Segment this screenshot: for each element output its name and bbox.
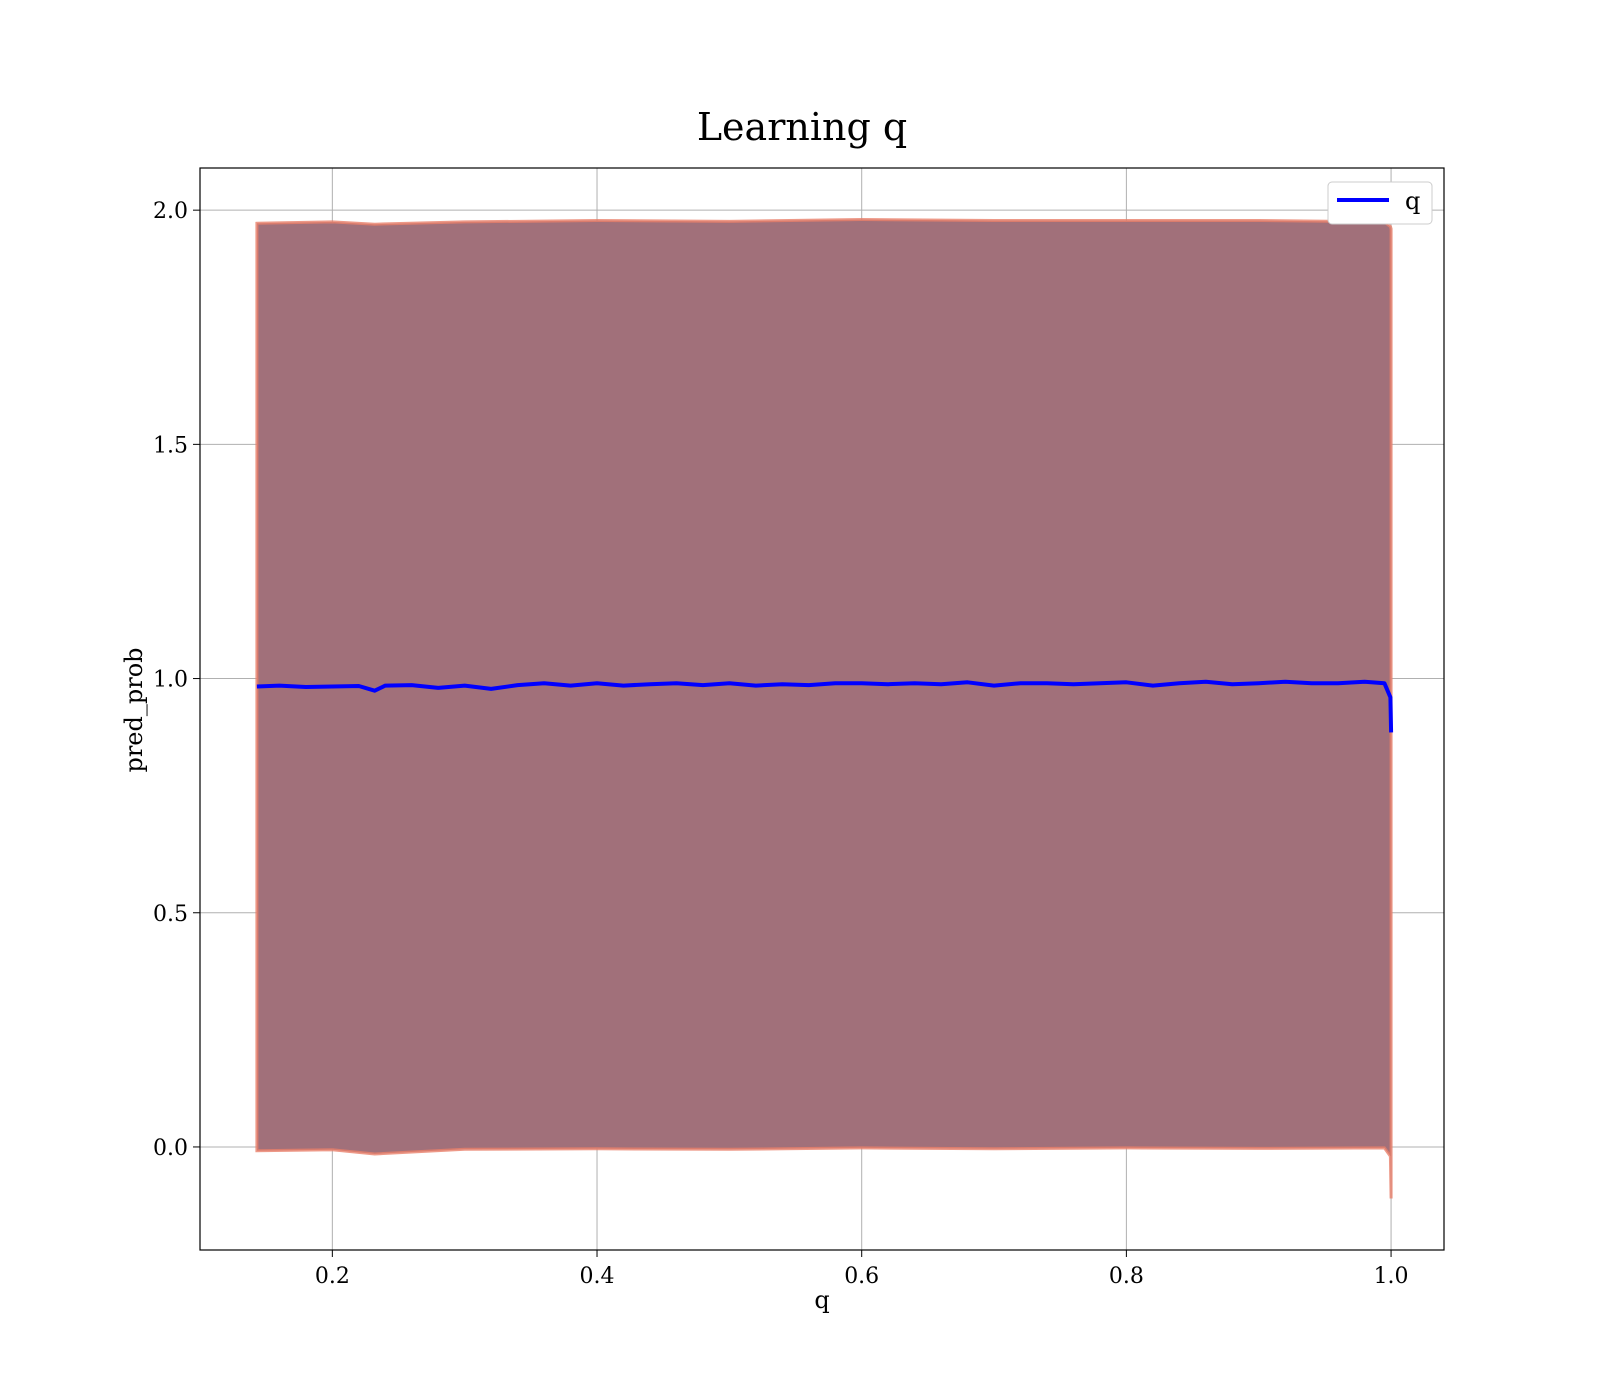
x-tick-label: 0.6 xyxy=(844,1264,879,1289)
x-ticks: 0.2 0.4 0.6 0.8 1.0 xyxy=(315,1250,1409,1289)
chart-title: Learning q xyxy=(697,105,907,149)
series-lines xyxy=(256,679,1394,733)
y-tick-label: 0.5 xyxy=(153,902,188,927)
legend-label-q: q xyxy=(1405,187,1420,215)
y-tick-label: 0.0 xyxy=(153,1136,188,1161)
x-tick-label: 0.2 xyxy=(315,1264,350,1289)
legend: q xyxy=(1327,181,1433,225)
x-axis-label: q xyxy=(814,1286,829,1314)
x-tick-label: 0.4 xyxy=(580,1264,615,1289)
legend-box xyxy=(1327,181,1433,225)
plot-frame xyxy=(199,167,1445,1251)
y-tick-label: 1.0 xyxy=(153,668,188,693)
confidence-band-area xyxy=(255,217,1393,1199)
y-ticks: 0.0 0.5 1.0 1.5 2.0 xyxy=(153,199,200,1161)
y-axis-label: pred_prob xyxy=(120,647,148,772)
y-tick-label: 1.5 xyxy=(153,433,188,458)
confidence-band xyxy=(255,217,1393,1199)
series-line-q xyxy=(256,679,1394,733)
x-tick-label: 0.8 xyxy=(1109,1264,1144,1289)
x-tick-label: 1.0 xyxy=(1374,1264,1409,1289)
y-tick-label: 2.0 xyxy=(153,199,188,224)
